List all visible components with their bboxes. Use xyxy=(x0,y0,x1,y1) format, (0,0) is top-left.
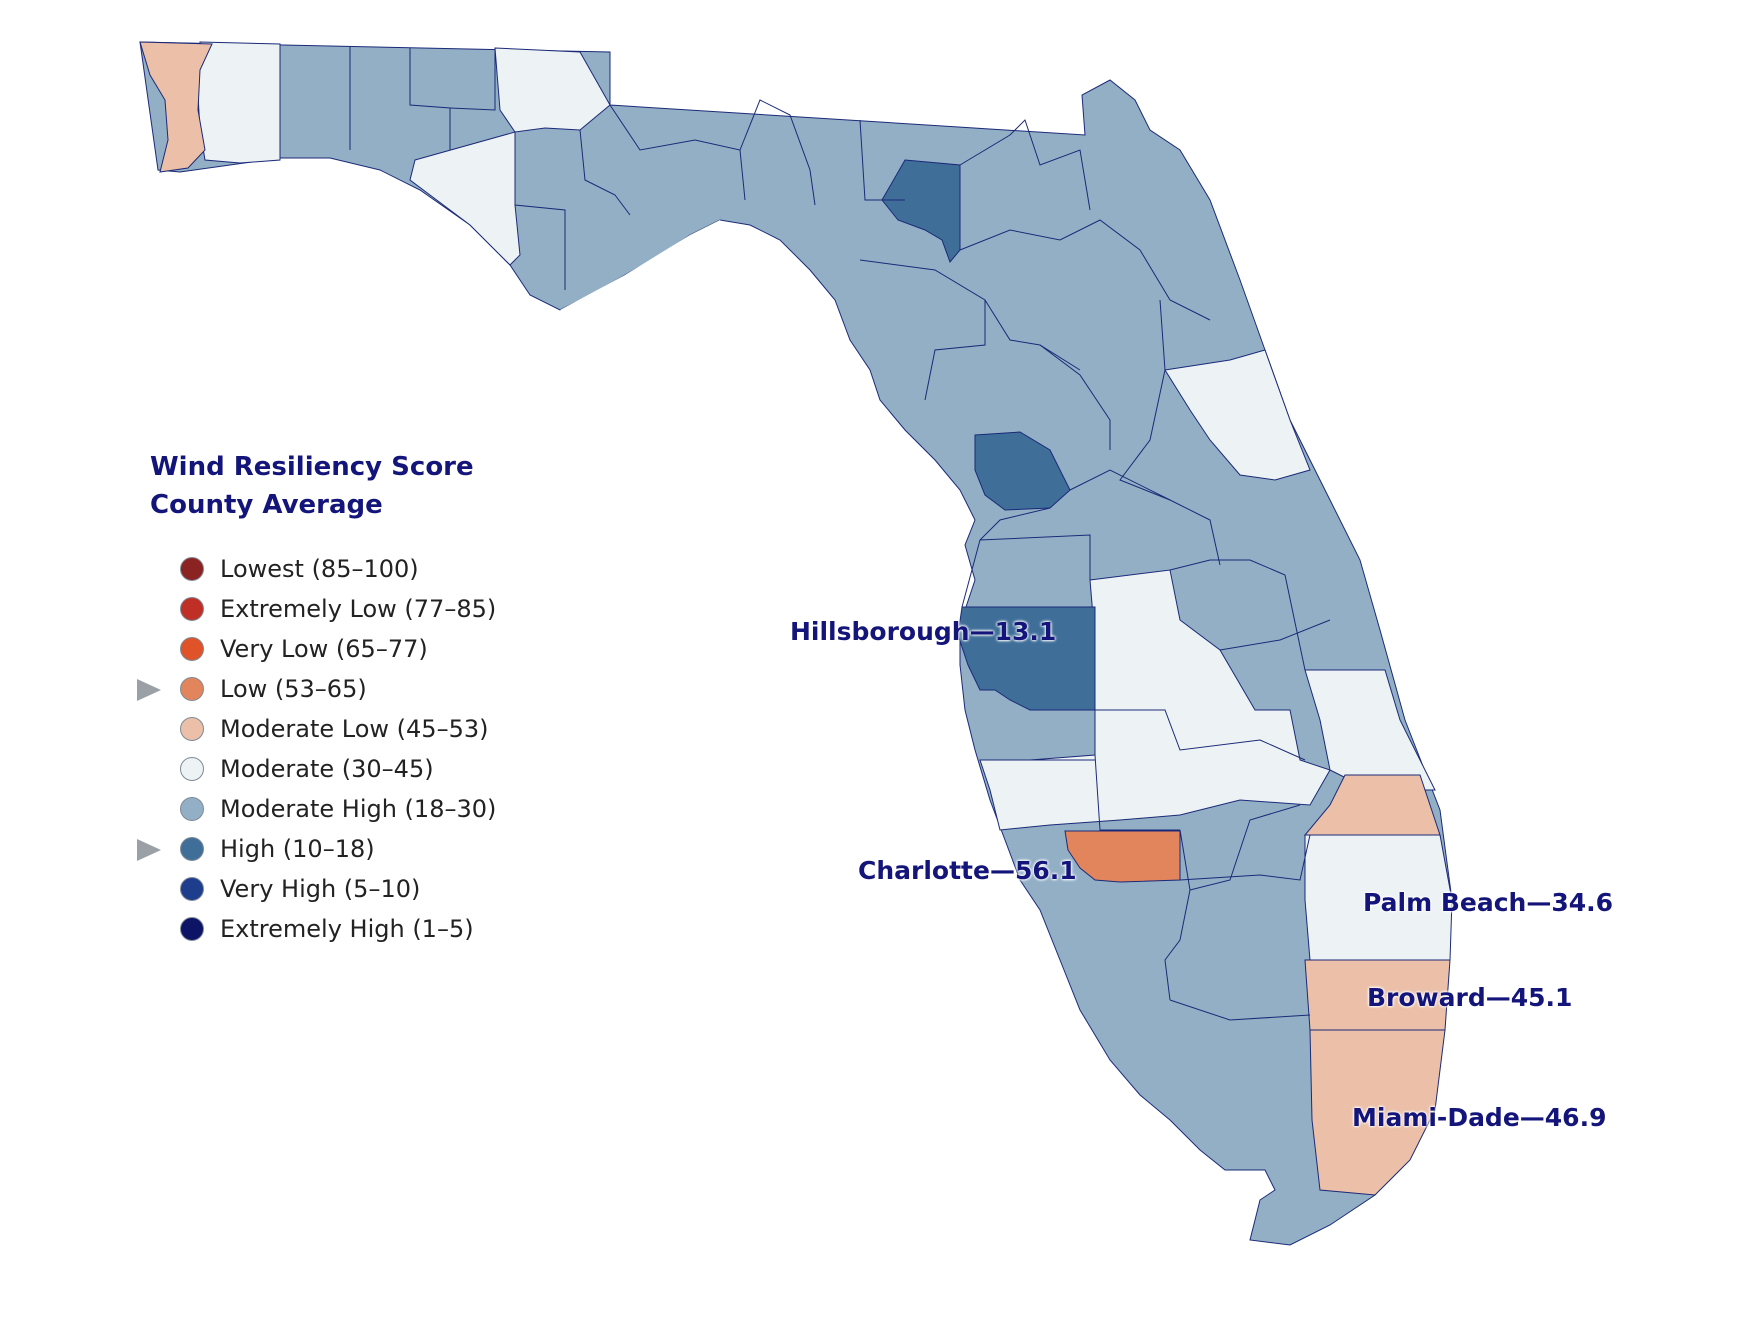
legend-item: Very High (5–10) xyxy=(137,869,496,909)
pointer-triangle-icon xyxy=(137,839,161,861)
county-moderate-panhandle-north xyxy=(494,47,611,133)
legend-label: Extremely High (1–5) xyxy=(220,915,474,943)
legend-marker-slot xyxy=(137,677,173,701)
county-borders xyxy=(279,44,1331,1021)
legend-swatch-dot xyxy=(180,917,204,941)
callout-broward: Broward—45.1 xyxy=(1367,983,1573,1012)
legend: Lowest (85–100) Extremely Low (77–85) Very… xyxy=(137,549,496,949)
county-charlotte xyxy=(1064,830,1181,883)
legend-swatch-dot xyxy=(180,717,204,741)
legend-label: Moderate High (18–30) xyxy=(220,795,497,823)
county-martin xyxy=(1303,774,1441,836)
legend-marker-slot xyxy=(137,757,173,781)
callout-charlotte: Charlotte—56.1 xyxy=(858,856,1077,885)
county-hillsborough xyxy=(957,606,1096,711)
legend-title-line1: Wind Resiliency Score xyxy=(150,452,474,482)
legend-swatch-dot xyxy=(180,557,204,581)
legend-swatch-dot xyxy=(180,757,204,781)
legend-title: Wind Resiliency Score County Average xyxy=(150,448,474,524)
legend-item: Moderate High (18–30) xyxy=(137,789,496,829)
callout-palm-beach: Palm Beach—34.6 xyxy=(1363,888,1614,917)
legend-label: Moderate (30–45) xyxy=(220,755,434,783)
legend-item: Extremely High (1–5) xyxy=(137,909,496,949)
legend-label: Very Low (65–77) xyxy=(220,635,428,663)
legend-item: Moderate (30–45) xyxy=(137,749,496,789)
legend-marker-slot xyxy=(137,557,173,581)
legend-title-line2: County Average xyxy=(150,490,383,520)
legend-swatch-dot xyxy=(180,837,204,861)
callout-hillsborough: Hillsborough—13.1 xyxy=(790,617,1057,646)
legend-swatch-dot xyxy=(180,797,204,821)
legend-marker-slot xyxy=(137,597,173,621)
legend-marker-slot xyxy=(137,917,173,941)
legend-label: Extremely Low (77–85) xyxy=(220,595,497,623)
legend-item: Low (53–65) xyxy=(137,669,496,709)
legend-marker-slot xyxy=(137,837,173,861)
legend-swatch-dot xyxy=(180,597,204,621)
county-moderate-east-coast-north xyxy=(1164,349,1311,481)
legend-marker-slot xyxy=(137,717,173,741)
legend-swatch-dot xyxy=(180,877,204,901)
legend-label: Lowest (85–100) xyxy=(220,555,419,583)
callout-miami-dade: Miami-Dade—46.9 xyxy=(1352,1103,1607,1132)
legend-item: Lowest (85–100) xyxy=(137,549,496,589)
legend-label: Very High (5–10) xyxy=(220,875,421,903)
legend-label: High (10–18) xyxy=(220,835,375,863)
county-columbia xyxy=(881,159,961,263)
legend-item: Very Low (65–77) xyxy=(137,629,496,669)
county-escambia xyxy=(139,41,213,173)
legend-item: Moderate Low (45–53) xyxy=(137,709,496,749)
legend-marker-slot xyxy=(137,637,173,661)
legend-item: Extremely Low (77–85) xyxy=(137,589,496,629)
legend-marker-slot xyxy=(137,877,173,901)
legend-item: High (10–18) xyxy=(137,829,496,869)
gulf-coast-notch xyxy=(560,220,735,318)
legend-swatch-dot xyxy=(180,677,204,701)
pointer-triangle-icon xyxy=(137,679,161,701)
county-miami-dade xyxy=(1309,1029,1446,1196)
legend-label: Moderate Low (45–53) xyxy=(220,715,489,743)
legend-marker-slot xyxy=(137,797,173,821)
legend-swatch-dot xyxy=(180,637,204,661)
county-moderate-central xyxy=(979,569,1331,831)
county-moderate-panhandle-west xyxy=(197,41,281,164)
legend-label: Low (53–65) xyxy=(220,675,367,703)
